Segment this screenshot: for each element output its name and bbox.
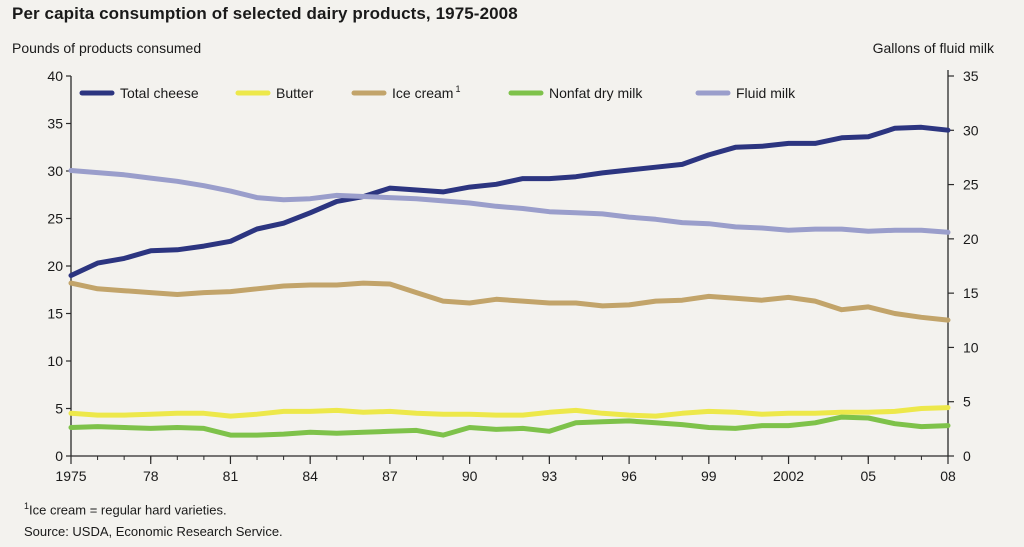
left-tick-label: 15 [47, 306, 63, 322]
x-tick-label: 87 [382, 468, 398, 484]
legend-label-total-cheese: Total cheese [120, 85, 199, 101]
left-tick-label: 0 [55, 448, 63, 464]
left-tick-label: 5 [55, 401, 63, 417]
legend: Total cheese Butter Ice cream 1 Nonfat dry m… [79, 84, 796, 101]
footnote-marker: 1 [24, 501, 30, 511]
x-tick-label: 2002 [773, 468, 804, 484]
footnote: 1Ice cream = regular hard varieties. [24, 501, 227, 517]
chart-title: Per capita consumption of selected dairy… [12, 4, 518, 23]
right-tick-label: 0 [963, 448, 971, 464]
footnote-text: Ice cream = regular hard varieties. [29, 502, 227, 518]
left-tick-label: 30 [47, 163, 63, 179]
series-line-fluid-milk [68, 168, 951, 235]
right-axis-title: Gallons of fluid milk [872, 40, 994, 56]
x-tick-label: 96 [621, 468, 637, 484]
x-tick-label: 84 [302, 468, 318, 484]
series-lines [68, 124, 951, 438]
series-line-total-cheese [68, 124, 951, 278]
left-tick-label: 25 [47, 211, 63, 227]
right-tick-label: 20 [963, 231, 979, 247]
right-tick-label: 10 [963, 339, 979, 355]
x-tick-label: 78 [143, 468, 159, 484]
series-line-ice-cream [68, 280, 951, 323]
x-tick-label: 81 [223, 468, 239, 484]
right-tick-label: 30 [963, 122, 979, 138]
source-note: Source: USDA, Economic Research Service. [24, 524, 283, 539]
right-tick-label: 5 [963, 394, 971, 410]
legend-label-nonfat-dry-milk: Nonfat dry milk [549, 85, 643, 101]
left-axis-title: Pounds of products consumed [12, 40, 202, 56]
left-tick-label: 40 [47, 68, 63, 84]
right-tick-label: 25 [963, 177, 979, 193]
series-line-nonfat-dry-milk [68, 414, 951, 438]
x-tick-label: 1975 [55, 468, 86, 484]
left-tick-label: 20 [47, 258, 63, 274]
left-tick-label: 35 [47, 116, 63, 132]
legend-footnote-marker: 1 [455, 84, 460, 94]
x-tick-label: 90 [462, 468, 478, 484]
right-tick-label: 15 [963, 285, 979, 301]
legend-label-ice-cream: Ice cream 1 [392, 84, 460, 101]
legend-label-butter: Butter [276, 85, 314, 101]
x-tick-label: 99 [701, 468, 717, 484]
x-tick-label: 08 [940, 468, 956, 484]
series-line-butter [68, 405, 951, 419]
x-tick-label: 93 [542, 468, 558, 484]
legend-label-fluid-milk: Fluid milk [736, 85, 796, 101]
left-tick-label: 10 [47, 353, 63, 369]
right-tick-label: 35 [963, 68, 979, 84]
x-tick-label: 05 [860, 468, 876, 484]
